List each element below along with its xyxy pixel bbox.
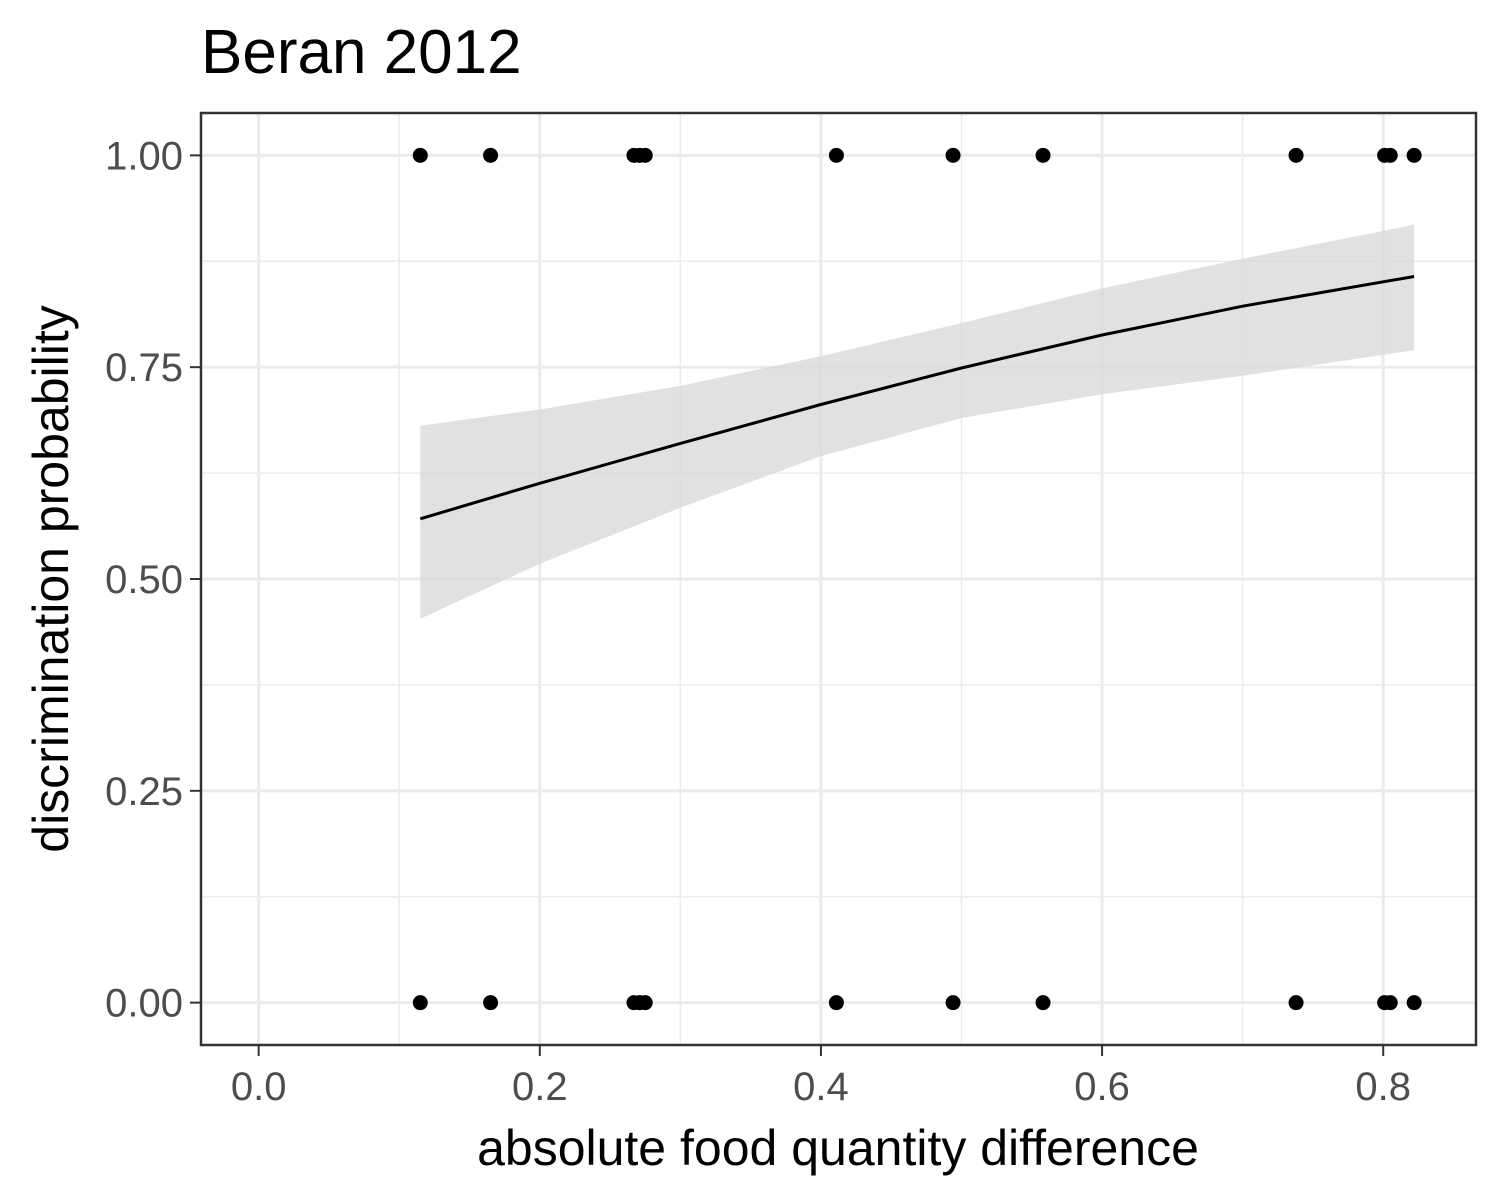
x-tick-label: 0.6 bbox=[1074, 1065, 1130, 1109]
data-point bbox=[945, 995, 961, 1011]
x-axis-title: absolute food quantity difference bbox=[477, 1120, 1199, 1176]
data-points-layer bbox=[412, 147, 1422, 1011]
plot-panel bbox=[199, 111, 1478, 1047]
data-point bbox=[1382, 147, 1398, 163]
data-point bbox=[483, 995, 499, 1011]
x-tick-label: 0.8 bbox=[1355, 1065, 1411, 1109]
data-point bbox=[828, 995, 844, 1011]
data-point bbox=[828, 147, 844, 163]
fit-line bbox=[419, 275, 1415, 521]
data-point bbox=[1382, 995, 1398, 1011]
y-tick-label: 0.25 bbox=[105, 770, 183, 814]
y-tick-label: 0.00 bbox=[105, 982, 183, 1026]
fit-line-layer bbox=[419, 275, 1415, 521]
y-axis-title: discrimination probability bbox=[23, 305, 79, 852]
y-tick-label: 1.00 bbox=[105, 134, 183, 178]
y-tick-label: 0.75 bbox=[105, 346, 183, 390]
data-point bbox=[483, 147, 499, 163]
x-axis: 0.0 0.2 0.4 0.6 0.8 bbox=[231, 1045, 1411, 1109]
chart-title: Beran 2012 bbox=[201, 18, 522, 87]
data-point bbox=[945, 147, 961, 163]
data-point bbox=[1035, 147, 1051, 163]
data-point bbox=[412, 147, 428, 163]
data-point bbox=[1288, 147, 1304, 163]
data-point bbox=[1406, 147, 1422, 163]
data-point bbox=[1288, 995, 1304, 1011]
x-tick-label: 0.0 bbox=[231, 1065, 287, 1109]
x-tick-label: 0.2 bbox=[512, 1065, 568, 1109]
data-point bbox=[1406, 995, 1422, 1011]
y-axis: 0.00 0.25 0.50 0.75 1.00 bbox=[105, 134, 201, 1026]
y-tick-label: 0.50 bbox=[105, 558, 183, 602]
data-point bbox=[1035, 995, 1051, 1011]
x-tick-label: 0.4 bbox=[793, 1065, 849, 1109]
data-point bbox=[637, 995, 653, 1011]
data-point bbox=[637, 147, 653, 163]
data-point bbox=[412, 995, 428, 1011]
